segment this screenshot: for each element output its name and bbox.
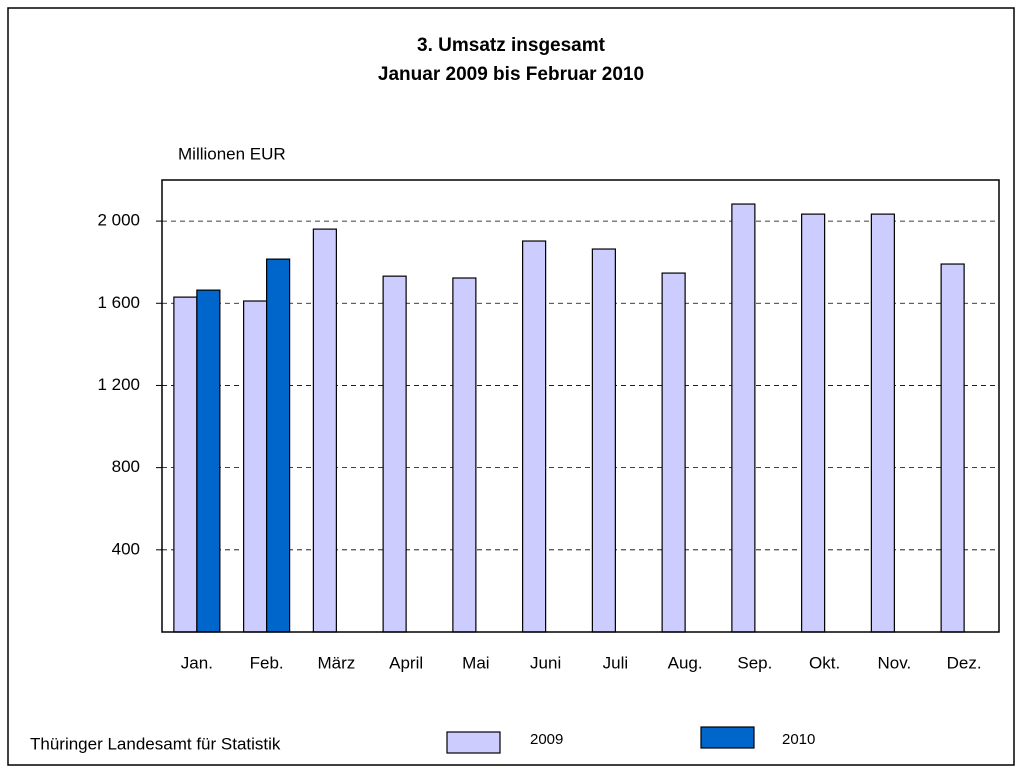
bar [266, 258, 291, 633]
chart-title: 3. Umsatz insgesamt [417, 35, 606, 56]
x-tick-label: Aug. [668, 653, 703, 672]
plot-area [162, 180, 999, 632]
bar [940, 263, 965, 633]
x-tick-label: Mai [462, 653, 489, 672]
plot-border [161, 179, 1000, 633]
legend-swatch [446, 731, 501, 754]
x-tick-label: Jan. [181, 653, 213, 672]
bar [522, 240, 547, 633]
bar [731, 203, 756, 633]
y-tick-label: 1 200 [97, 375, 140, 394]
source: Thüringer Landesamt für Statistik [30, 734, 281, 753]
y-tick-label: 800 [112, 457, 140, 476]
bar [452, 277, 477, 633]
x-tick-label: Feb. [250, 653, 284, 672]
bar [801, 213, 826, 633]
bar [173, 296, 198, 633]
y-tick-label: 2 000 [97, 211, 140, 230]
legend-label: 2009 [530, 731, 563, 748]
x-tick-label: April [389, 653, 423, 672]
y-tick-label: 1 600 [97, 293, 140, 312]
x-tick-label: März [317, 653, 355, 672]
x-tick-label: Sep. [737, 653, 772, 672]
bar [591, 248, 616, 633]
x-tick-label: Juli [603, 653, 629, 672]
x-tick-label: Dez. [947, 653, 982, 672]
x-tick-label: Okt. [809, 653, 840, 672]
legend-label: 2010 [782, 731, 815, 748]
bar [382, 275, 407, 633]
chart-subtitle: Januar 2009 bis Februar 2010 [378, 64, 644, 85]
bar [870, 213, 895, 633]
x-tick-label: Nov. [878, 653, 912, 672]
bar [243, 300, 268, 633]
legend-swatch [700, 726, 755, 749]
x-tick-label: Juni [530, 653, 561, 672]
y-tick-label: 400 [112, 539, 140, 558]
bar [196, 289, 221, 633]
bar [661, 272, 686, 633]
bar [312, 228, 337, 633]
y-axis-label: Millionen EUR [178, 144, 286, 163]
